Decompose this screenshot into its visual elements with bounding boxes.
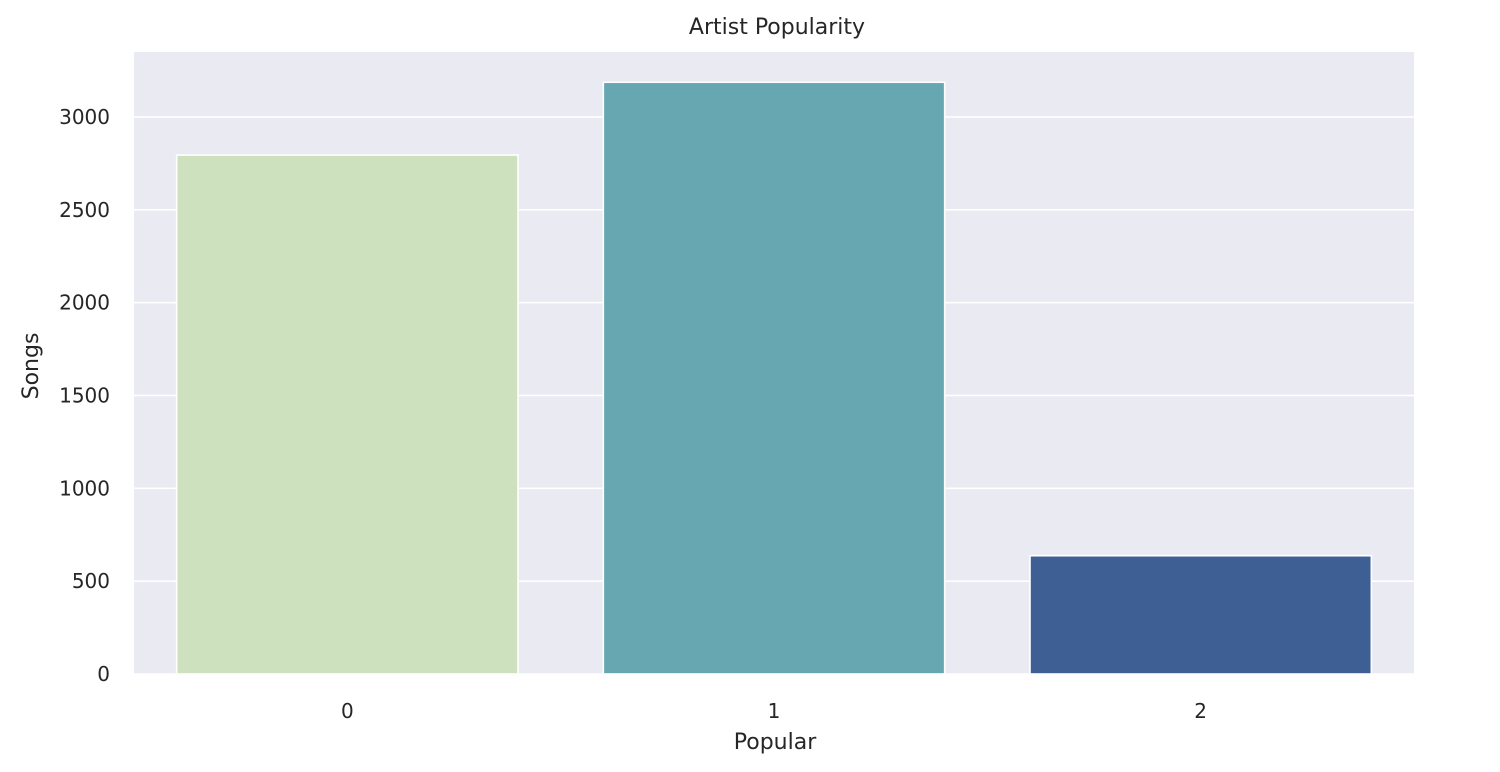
bar-0	[175, 154, 519, 675]
y-tick-label: 2000	[59, 291, 110, 315]
y-tick-label: 500	[72, 569, 110, 593]
y-tick-label: 1500	[59, 383, 110, 407]
y-tick-label: 0	[97, 662, 110, 686]
x-tick-label: 1	[768, 699, 781, 723]
y-axis-label: Songs	[19, 333, 44, 400]
y-tick-label: 3000	[59, 105, 110, 129]
bars	[175, 81, 1373, 675]
x-tick-labels: 0 1 2	[341, 699, 1207, 723]
bar-1	[602, 81, 946, 675]
x-tick-label: 2	[1194, 699, 1207, 723]
bar-2	[1029, 554, 1373, 675]
y-tick-label: 1000	[59, 476, 110, 500]
x-tick-label: 0	[341, 699, 354, 723]
chart-title: Artist Popularity	[689, 15, 865, 40]
y-tick-labels: 0 500 1000 1500 2000 2500 3000	[59, 105, 110, 686]
y-tick-label: 2500	[59, 198, 110, 222]
x-axis-label: Popular	[734, 730, 817, 755]
